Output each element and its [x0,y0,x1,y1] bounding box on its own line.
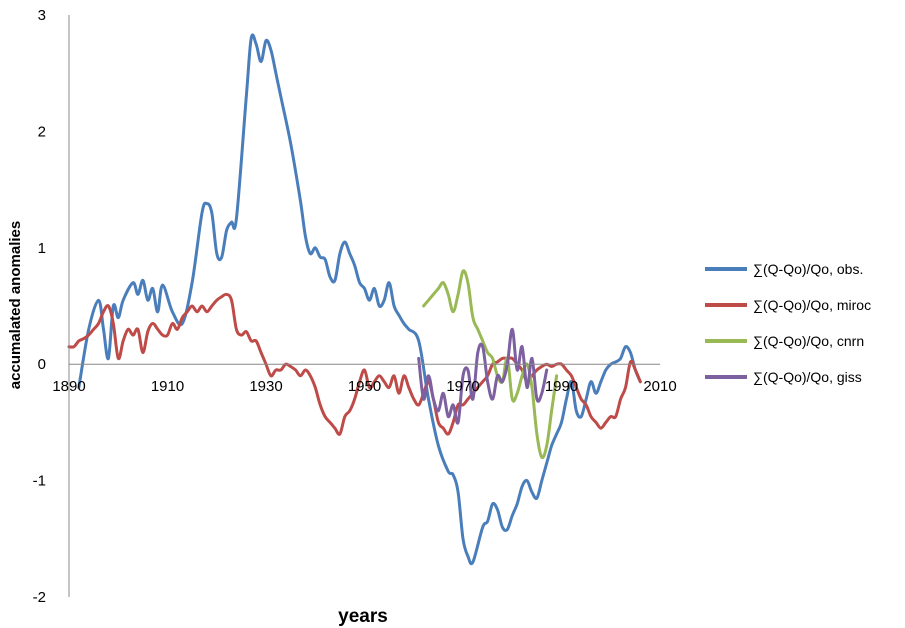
legend: ∑(Q-Qo)/Qo, obs. ∑(Q-Qo)/Qo, miroc ∑(Q-Qo)… [705,261,871,385]
y-tick-label: 0 [38,356,46,373]
x-tick-label: 2010 [643,378,676,395]
y-axis-title: accumalated anomalies [7,221,24,389]
legend-label-giss: ∑(Q-Qo)/Qo, giss [753,369,862,385]
y-tick-label: 3 [38,7,46,24]
y-tick-labels: 3 2 1 0 -1 -2 [33,7,46,606]
x-tick-label: 1890 [52,378,85,395]
legend-label-miroc: ∑(Q-Qo)/Qo, miroc [753,297,871,313]
series-line-cnrn [422,269,559,460]
y-tick-label: 1 [38,240,46,257]
legend-label-obs: ∑(Q-Qo)/Qo, obs. [753,261,863,277]
series-line-giss [417,327,549,425]
x-tick-label: 1970 [446,378,479,395]
legend-label-cnrn: ∑(Q-Qo)/Qo, cnrn [753,333,864,349]
plot-lines [67,33,642,566]
y-tick-label: -1 [33,473,46,490]
x-tick-labels: 1890 1910 1930 1950 1970 1990 2010 [52,378,676,395]
x-tick-label: 1950 [348,378,381,395]
y-tick-label: 2 [38,123,46,140]
x-tick-label: 1930 [249,378,282,395]
x-axis-title: years [338,606,388,627]
x-tick-label: 1910 [151,378,184,395]
y-tick-label: -2 [33,589,46,606]
x-tick-label: 1990 [545,378,578,395]
series-line-obs [77,33,642,566]
